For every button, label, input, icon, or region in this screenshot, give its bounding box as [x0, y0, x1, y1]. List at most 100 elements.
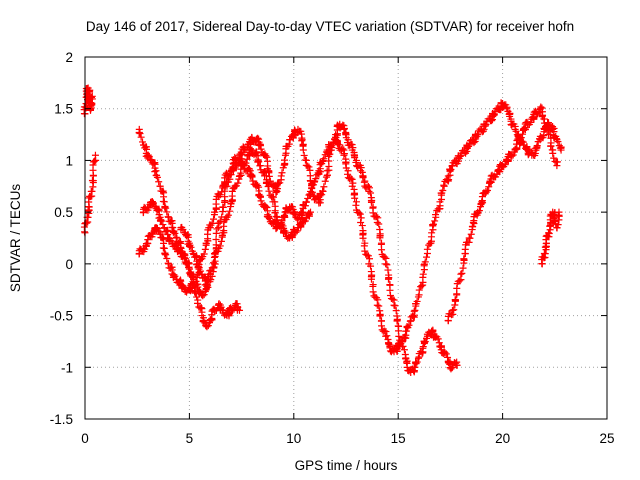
data-point-sat-c	[145, 152, 153, 160]
data-point-sat-c	[441, 349, 449, 357]
data-point-sat-e	[178, 281, 186, 289]
chart-title: Day 146 of 2017, Sidereal Day-to-day VTE…	[86, 19, 574, 34]
data-point-sat-e	[428, 229, 436, 237]
data-point-sat-e	[210, 215, 218, 223]
data-point-sat-g	[535, 109, 543, 117]
data-point-sat-h	[541, 250, 549, 258]
data-points	[80, 84, 565, 376]
data-point-sat-e	[361, 247, 369, 255]
data-point-sat-e	[245, 165, 253, 173]
data-point-sat-e	[348, 182, 356, 190]
data-point-sat-d	[148, 198, 156, 206]
data-point-sat-c	[383, 261, 391, 269]
data-point-sat-c	[266, 177, 274, 185]
data-point-sat-f	[217, 237, 225, 245]
data-point-sat-e	[419, 270, 427, 278]
y-tick-label: -0.5	[50, 309, 73, 324]
data-point-sat-e	[410, 307, 418, 315]
data-point-sat-g	[467, 230, 475, 238]
data-point-sat-g	[450, 306, 458, 314]
data-point-sat-g	[533, 110, 541, 118]
data-point-sat-f	[214, 247, 222, 255]
data-point-sat-f	[226, 207, 234, 215]
data-point-sat-c	[169, 224, 177, 232]
data-point-sat-h	[554, 221, 562, 229]
data-point-sat-c	[369, 209, 377, 217]
data-point-sat-e	[557, 146, 565, 154]
data-point-sat-g	[475, 207, 483, 215]
data-point-sat-d	[182, 258, 190, 266]
data-point-sat-f	[194, 262, 202, 270]
data-point-sat-e	[327, 143, 335, 151]
data-point-sat-e	[358, 222, 366, 230]
data-point-sat-b	[84, 207, 92, 215]
data-point-sat-g	[482, 188, 490, 196]
data-point-sat-f	[248, 146, 256, 154]
data-point-sat-e	[310, 178, 318, 186]
data-point-sat-e	[367, 275, 375, 283]
data-point-sat-c	[278, 169, 286, 177]
data-point-sat-e	[533, 142, 541, 150]
data-point-sat-g	[494, 167, 502, 175]
data-point-sat-c	[384, 266, 392, 274]
data-point-sat-e	[200, 250, 208, 258]
data-point-sat-h	[545, 229, 553, 237]
data-point-sat-c	[419, 343, 427, 351]
data-point-sat-e	[357, 218, 365, 226]
y-tick-label: 0	[65, 257, 73, 272]
data-point-sat-b	[83, 219, 91, 227]
data-point-sat-c	[381, 253, 389, 261]
data-point-sat-c	[137, 133, 145, 141]
data-point-sat-e	[373, 301, 381, 309]
data-point-sat-e	[432, 211, 440, 219]
data-point-sat-c	[153, 173, 161, 181]
data-point-sat-c	[298, 136, 306, 144]
y-tick-label: 0.5	[54, 205, 73, 220]
data-point-sat-f	[234, 179, 242, 187]
data-point-sat-e	[429, 220, 437, 228]
data-point-sat-c	[213, 225, 221, 233]
data-point-sat-e	[226, 171, 234, 179]
data-point-sat-e	[265, 215, 273, 223]
data-point-sat-d	[158, 217, 166, 225]
data-point-sat-e	[340, 151, 348, 159]
data-point-sat-e	[439, 187, 447, 195]
data-point-sat-c	[367, 189, 375, 197]
data-point-sat-e	[218, 188, 226, 196]
data-point-sat-c	[150, 159, 158, 167]
data-point-sat-c	[199, 292, 207, 300]
data-point-sat-c	[378, 246, 386, 254]
data-point-sat-e	[170, 271, 178, 279]
data-point-sat-e	[343, 170, 351, 178]
data-point-sat-c	[411, 363, 419, 371]
data-point-sat-c	[395, 332, 403, 340]
data-point-sat-e	[359, 234, 367, 242]
data-point-sat-c	[319, 187, 327, 195]
data-point-sat-e	[312, 175, 320, 183]
data-point-sat-c	[320, 183, 328, 191]
data-point-sat-c	[434, 335, 442, 343]
data-point-sat-c	[136, 130, 144, 138]
data-point-sat-e	[281, 212, 288, 220]
data-point-sat-e	[156, 229, 164, 237]
data-point-sat-c	[276, 179, 284, 187]
data-point-sat-c	[163, 208, 171, 216]
data-point-sat-f	[300, 218, 308, 226]
data-point-sat-f	[224, 211, 232, 219]
data-point-sat-c	[138, 138, 146, 146]
x-tick-label: 15	[391, 431, 406, 446]
data-point-sat-f	[247, 145, 255, 153]
data-point-sat-c	[321, 177, 329, 185]
data-point-sat-e	[356, 210, 364, 218]
data-point-sat-e	[352, 201, 360, 209]
data-point-sat-g	[460, 255, 468, 263]
data-point-sat-g	[456, 277, 464, 285]
data-point-sat-h	[541, 243, 549, 251]
data-point-sat-e	[440, 181, 448, 189]
data-point-sat-c	[135, 129, 143, 137]
data-point-sat-e	[369, 288, 377, 296]
data-point-sat-d	[157, 216, 165, 224]
data-point-sat-h	[553, 224, 561, 232]
data-point-sat-f	[264, 183, 272, 191]
data-point-sat-c	[386, 292, 394, 300]
